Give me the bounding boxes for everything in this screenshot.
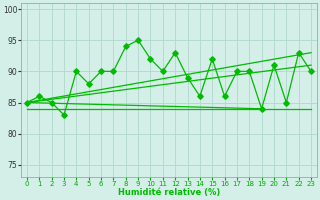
X-axis label: Humidité relative (%): Humidité relative (%) [118, 188, 220, 197]
